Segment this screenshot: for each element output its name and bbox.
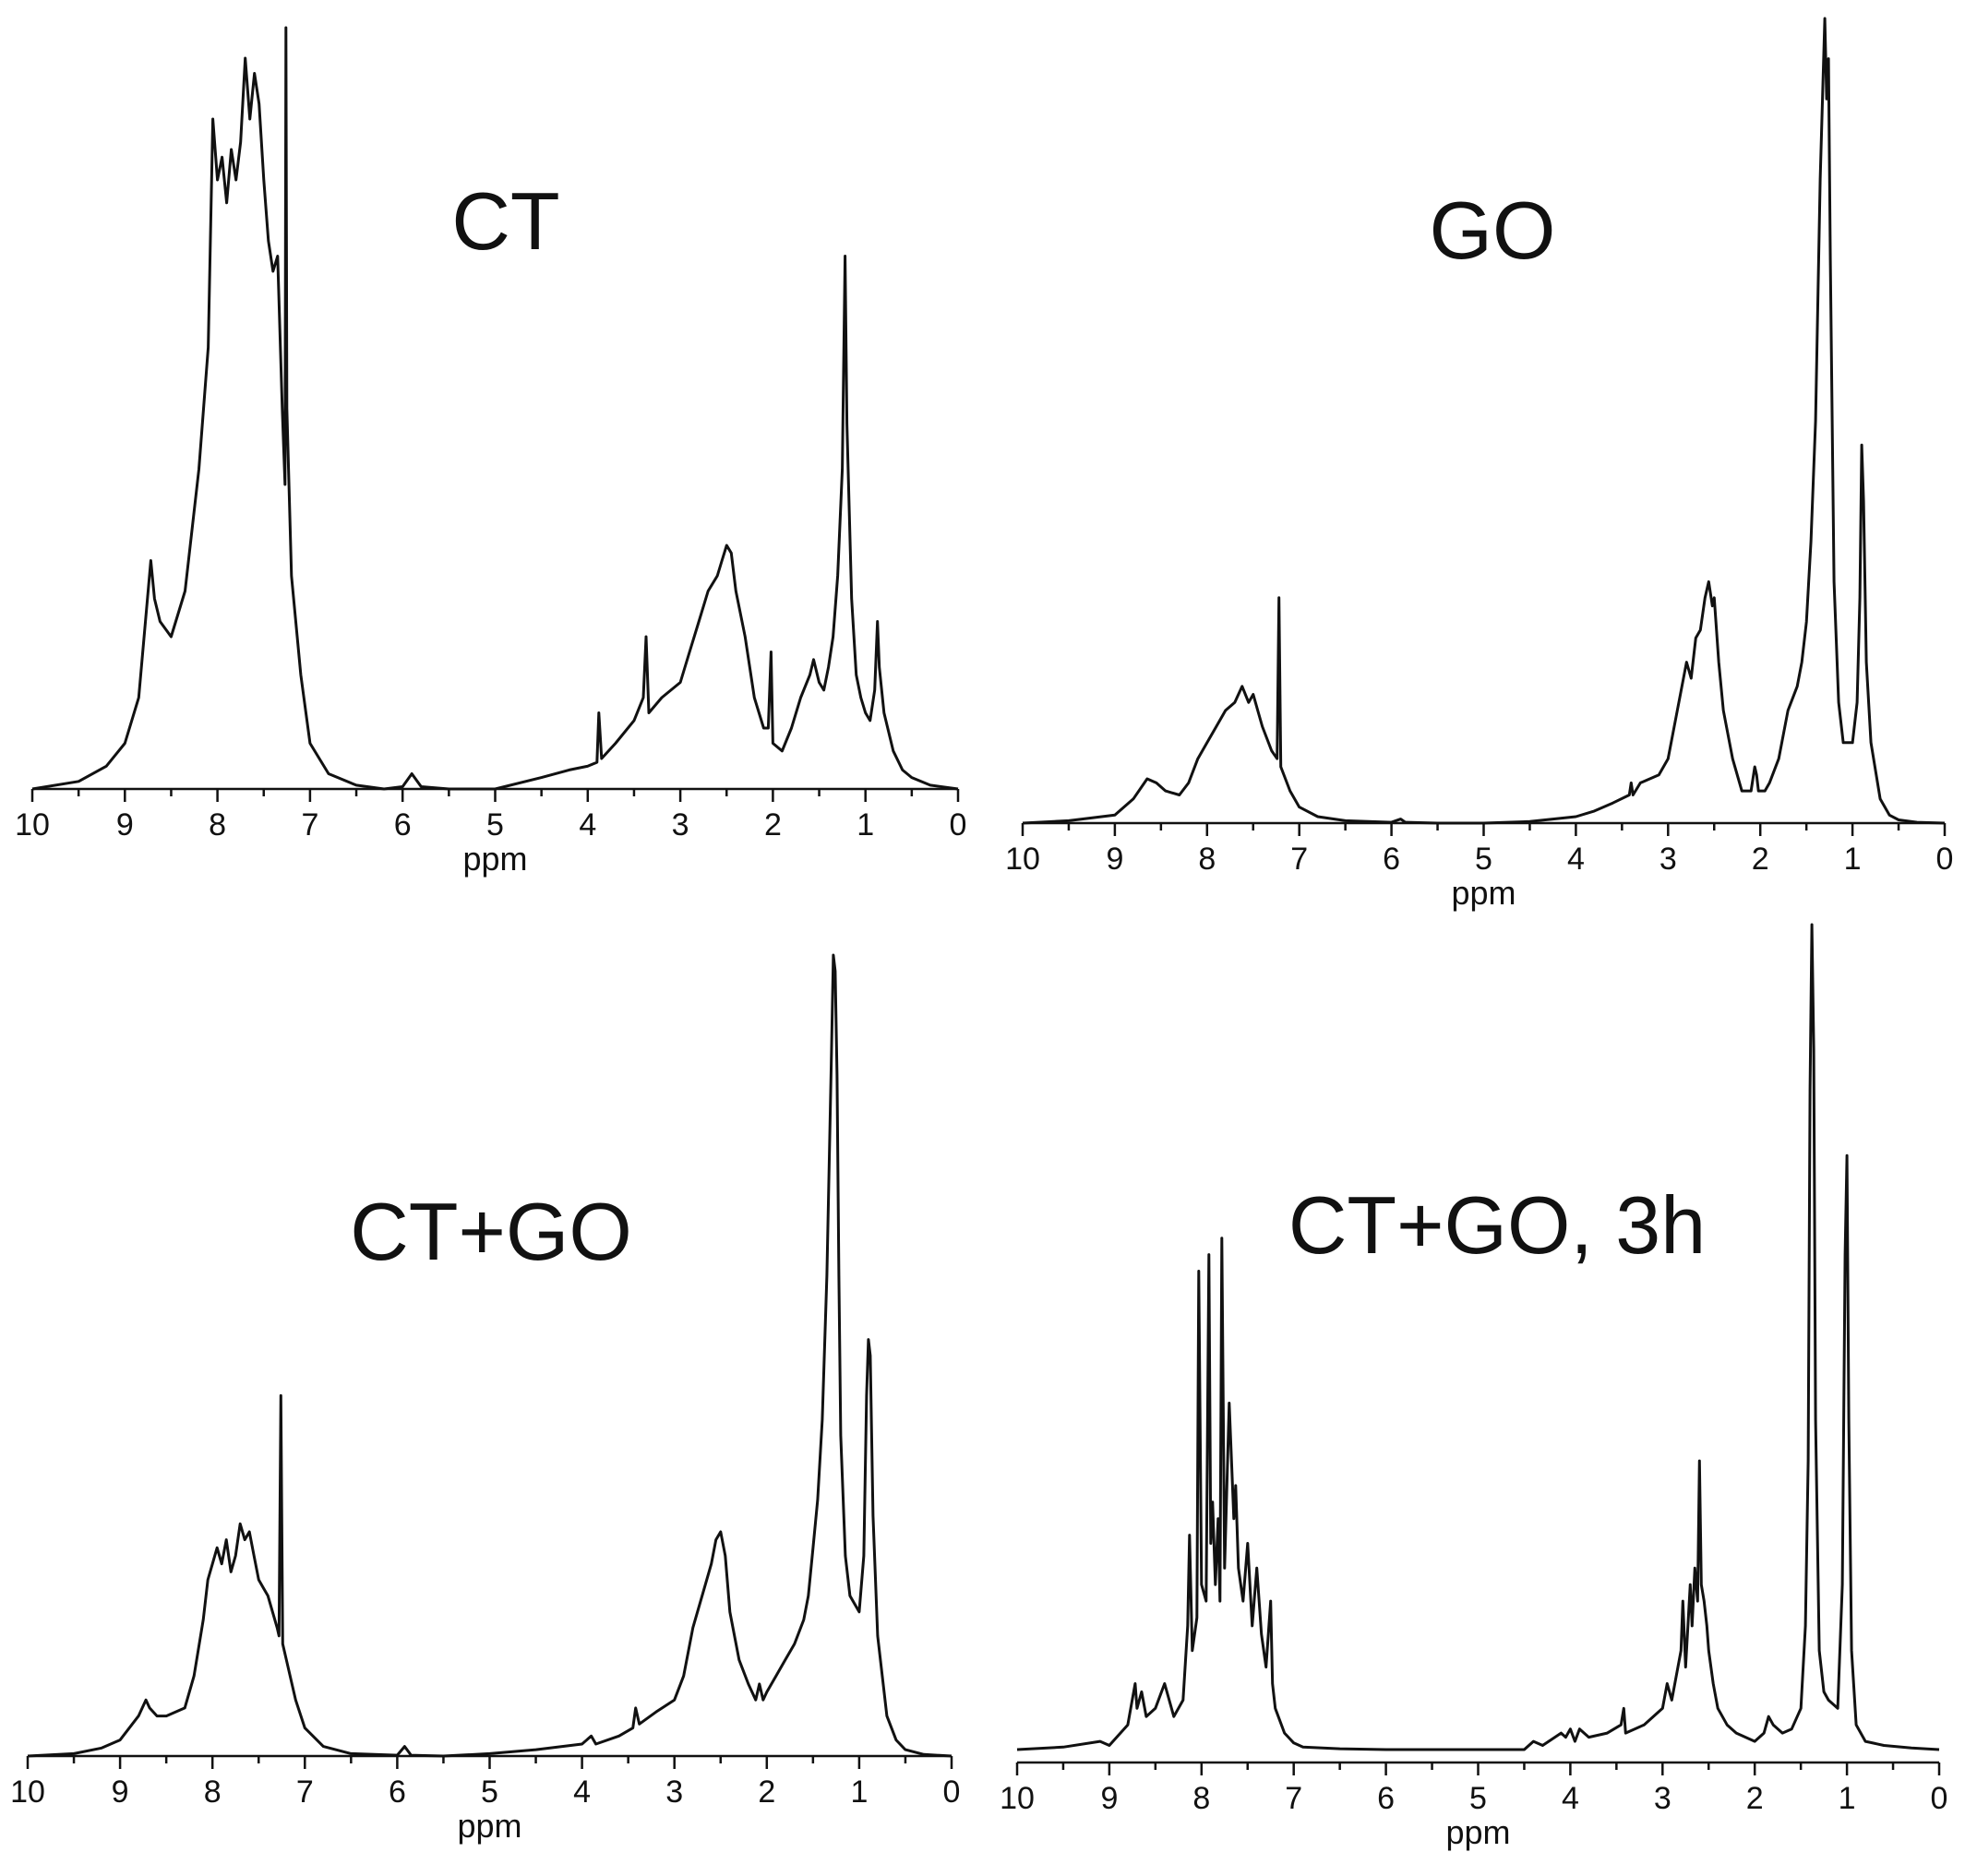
panel-ct-go-3h-tick-label: 8 (1192, 1781, 1210, 1816)
panel-ct-go-3h-tick-label: 1 (1839, 1781, 1856, 1816)
panel-ct-tick-label: 6 (394, 807, 412, 842)
panel-ct-x-axis-label: ppm (462, 840, 527, 878)
panel-ct-tick-label: 8 (209, 807, 226, 842)
panel-ct-spectrum (31, 26, 959, 791)
panel-go-tick-label: 9 (1106, 842, 1123, 877)
panel-go-tick-label: 2 (1752, 842, 1769, 877)
panel-ct-tick-label: 3 (672, 807, 689, 842)
panel-ct-go-tick-label: 4 (573, 1774, 591, 1810)
panel-go-spectrum (1022, 17, 1946, 825)
panel-ct-go-3h-tick-label: 4 (1562, 1781, 1579, 1816)
panel-go-tick-label: 6 (1383, 842, 1400, 877)
panel-ct-go-tick-label: 3 (665, 1774, 683, 1810)
panel-ct-go-3h-tick-label: 7 (1285, 1781, 1302, 1816)
panel-ct-go-3h-tick-label: 3 (1654, 1781, 1671, 1816)
panel-ct-go-tick-label: 2 (758, 1774, 775, 1810)
panel-ct-go-tick-label: 0 (943, 1774, 961, 1810)
panel-go-tick-label: 10 (1005, 842, 1040, 877)
panel-ct-go-tick-label: 10 (10, 1774, 45, 1810)
panel-go-title: GO (1430, 185, 1556, 276)
panel-ct-tick-label: 10 (15, 807, 50, 842)
panel-ct-tick-label: 7 (301, 807, 318, 842)
panel-ct-tick-label: 1 (857, 807, 874, 842)
panel-ct-go-tick-label: 1 (850, 1774, 868, 1810)
panel-go-tick-label: 8 (1198, 842, 1216, 877)
panel-go-tick-label: 7 (1290, 842, 1308, 877)
panel-ct-go-tick-label: 6 (389, 1774, 406, 1810)
panel-ct-go-x-axis-label: ppm (457, 1807, 521, 1845)
panel-ct-tick-label: 5 (486, 807, 504, 842)
panel-ct-go-3h-title: CT+GO, 3h (1288, 1179, 1706, 1271)
panel-ct-go-3h-tick-label: 9 (1100, 1781, 1118, 1816)
panel-ct-go-title: CT+GO (350, 1186, 632, 1277)
panel-ct-go-3h-tick-label: 0 (1931, 1781, 1948, 1816)
panel-go-tick-label: 4 (1567, 842, 1585, 877)
panel-ct-go-spectrum (27, 953, 953, 1758)
panel-ct-go-tick-label: 7 (296, 1774, 314, 1810)
panel-go-x-axis-label: ppm (1451, 874, 1516, 912)
panel-ct-tick-label: 4 (579, 807, 596, 842)
panel-ct-go-tick-label: 8 (204, 1774, 222, 1810)
panel-ct-go-tick-label: 9 (112, 1774, 129, 1810)
panel-ct-go-3h-tick-label: 5 (1469, 1781, 1487, 1816)
panel-go-tick-label: 5 (1475, 842, 1492, 877)
panel-ct-go-3h-tick-label: 10 (1000, 1781, 1035, 1816)
panel-go-tick-label: 1 (1844, 842, 1862, 877)
panel-ct-tick-label: 9 (116, 807, 134, 842)
panel-ct-title: CT (451, 175, 559, 267)
panel-go-tick-label: 3 (1659, 842, 1677, 877)
panel-ct-tick-label: 0 (950, 807, 967, 842)
panel-go-tick-label: 0 (1936, 842, 1954, 877)
panel-ct-go-3h-x-axis-label: ppm (1445, 1813, 1510, 1851)
panel-ct-tick-label: 2 (764, 807, 782, 842)
panel-ct-go-tick-label: 5 (481, 1774, 498, 1810)
panel-ct-go-3h-tick-label: 6 (1377, 1781, 1395, 1816)
panel-ct-go-3h-spectrum (1016, 923, 1940, 1751)
panel-ct-go-3h-tick-label: 2 (1746, 1781, 1764, 1816)
